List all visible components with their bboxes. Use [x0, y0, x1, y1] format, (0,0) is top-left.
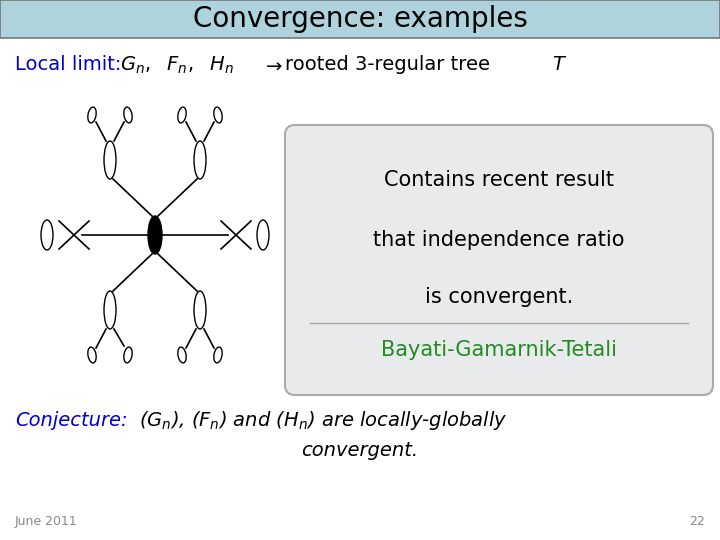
Text: $T$: $T$ — [552, 56, 567, 75]
Ellipse shape — [104, 141, 116, 179]
Text: is convergent.: is convergent. — [425, 287, 573, 307]
Ellipse shape — [148, 216, 162, 254]
Text: Contains recent result: Contains recent result — [384, 170, 614, 190]
Ellipse shape — [178, 347, 186, 363]
Ellipse shape — [214, 347, 222, 363]
Ellipse shape — [124, 347, 132, 363]
Text: June 2011: June 2011 — [15, 515, 78, 528]
Text: Local limit:: Local limit: — [15, 56, 127, 75]
Ellipse shape — [41, 220, 53, 250]
Ellipse shape — [194, 141, 206, 179]
Ellipse shape — [124, 107, 132, 123]
Text: rooted 3-regular tree: rooted 3-regular tree — [285, 56, 490, 75]
Ellipse shape — [178, 107, 186, 123]
Ellipse shape — [214, 107, 222, 123]
Text: Conjecture:: Conjecture: — [15, 410, 127, 429]
Text: $G_n,$  $F_n,$  $H_n$: $G_n,$ $F_n,$ $H_n$ — [120, 55, 234, 76]
Text: that independence ratio: that independence ratio — [373, 230, 625, 250]
Text: convergent.: convergent. — [302, 441, 418, 460]
Ellipse shape — [88, 107, 96, 123]
Ellipse shape — [257, 220, 269, 250]
Ellipse shape — [88, 347, 96, 363]
FancyBboxPatch shape — [285, 125, 713, 395]
Text: 22: 22 — [689, 515, 705, 528]
Ellipse shape — [104, 291, 116, 329]
Text: Bayati-Gamarnik-Tetali: Bayati-Gamarnik-Tetali — [381, 340, 617, 360]
Text: $\rightarrow$: $\rightarrow$ — [262, 56, 283, 75]
Ellipse shape — [194, 291, 206, 329]
Text: Convergence: examples: Convergence: examples — [192, 5, 528, 33]
FancyBboxPatch shape — [0, 0, 720, 38]
Text: ($G_n$), ($F_n$) and ($H_n$) are locally-globally: ($G_n$), ($F_n$) and ($H_n$) are locally… — [133, 408, 508, 431]
